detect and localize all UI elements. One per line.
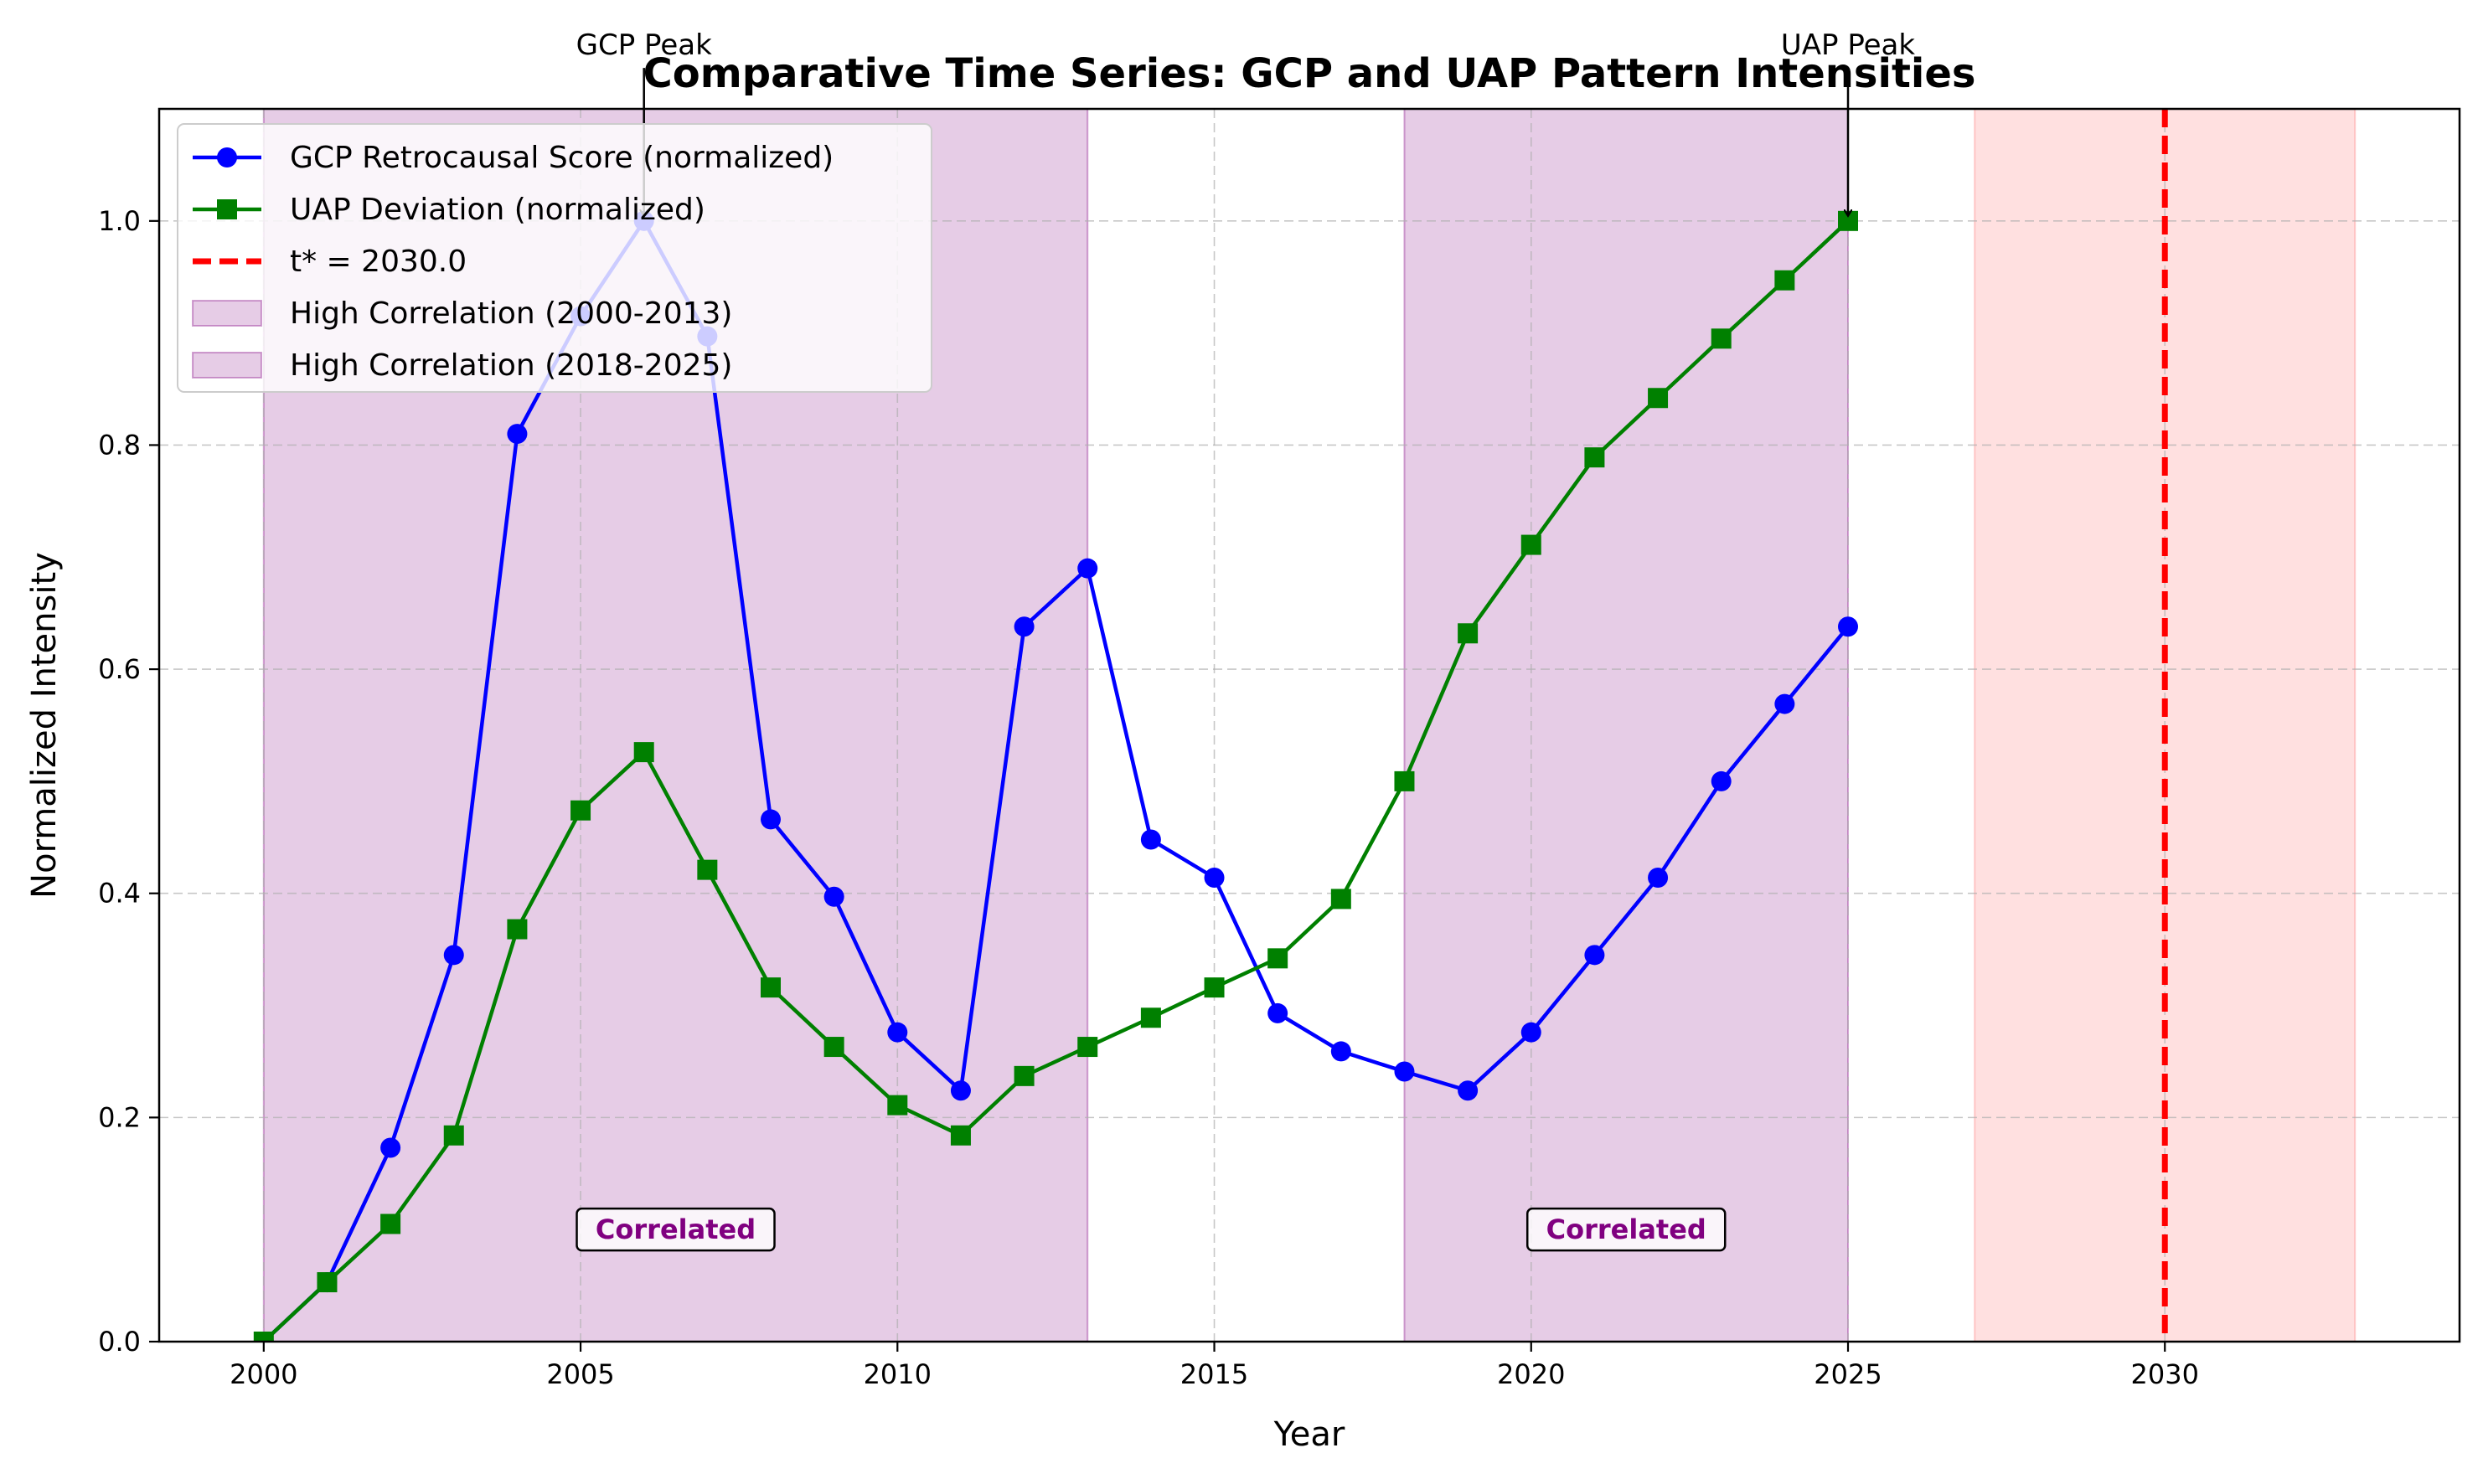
data-point: [1584, 447, 1605, 468]
data-point: [1204, 977, 1225, 998]
legend-swatch-marker: [217, 199, 237, 219]
legend-entry-label: High Correlation (2018-2025): [290, 348, 732, 383]
data-point: [1014, 616, 1035, 637]
data-point: [1077, 1037, 1098, 1058]
data-point: [1267, 948, 1288, 969]
x-tick-label: 2010: [864, 1358, 932, 1390]
series-2: [253, 210, 1859, 1342]
data-point: [1140, 1007, 1161, 1028]
data-point: [1394, 770, 1415, 791]
legend-entry-label: GCP Retrocausal Score (normalized): [290, 141, 834, 175]
legend-swatch-region: [192, 352, 262, 379]
y-tick-label: 0.4: [98, 878, 141, 909]
data-point: [887, 1022, 908, 1043]
data-point: [1458, 623, 1479, 644]
data-point: [1014, 1065, 1035, 1086]
legend-entry-label: UAP Deviation (normalized): [290, 193, 705, 227]
data-point: [1077, 558, 1098, 579]
data-point: [1711, 770, 1732, 791]
data-point: [507, 424, 528, 445]
chart-title: Comparative Time Series: GCP and UAP Pat…: [643, 50, 1976, 97]
region-label-box: [1525, 1207, 1727, 1252]
data-point: [507, 919, 528, 940]
data-point: [570, 800, 591, 821]
y-tick-label: 0.0: [98, 1326, 141, 1358]
data-point: [1520, 534, 1541, 555]
region-label-text: Correlated: [596, 1213, 756, 1245]
peak-annotation-text: GCP Peak: [576, 28, 712, 62]
x-tick-label: 2000: [230, 1358, 297, 1390]
data-point: [1711, 328, 1732, 349]
data-point: [1458, 1080, 1479, 1101]
x-axis-label: Year: [1273, 1415, 1345, 1454]
y-axis-label: Normalized Intensity: [25, 552, 64, 899]
data-point: [1140, 829, 1161, 850]
y-tick-label: 0.8: [98, 429, 141, 461]
x-tick-label: 2005: [546, 1358, 614, 1390]
correlation-region-2: [1403, 108, 1850, 1342]
data-point: [443, 945, 464, 966]
x-tick-label: 2025: [1814, 1358, 1882, 1390]
data-point: [1648, 867, 1669, 888]
data-point: [1330, 889, 1351, 909]
legend-swatch-marker: [217, 147, 237, 167]
data-point: [887, 1095, 908, 1116]
data-point: [443, 1125, 464, 1146]
data-point: [760, 809, 781, 830]
region-label-box: [576, 1207, 776, 1252]
data-point: [950, 1125, 971, 1146]
data-point: [823, 1037, 844, 1058]
data-point: [1267, 1002, 1288, 1023]
data-point: [1520, 1022, 1541, 1043]
legend-swatch-region: [192, 300, 262, 327]
data-point: [380, 1213, 401, 1234]
data-point: [317, 1272, 338, 1293]
data-point: [1774, 693, 1795, 714]
data-point: [253, 1332, 274, 1342]
legend-box: [177, 123, 932, 393]
data-point: [823, 886, 844, 907]
data-point: [1774, 270, 1795, 291]
series-line: [262, 219, 1850, 1342]
y-tick-label: 0.6: [98, 653, 141, 685]
legend-entry-label: High Correlation (2000-2013): [290, 296, 732, 331]
data-point: [380, 1137, 401, 1158]
x-tick-label: 2015: [1180, 1358, 1248, 1390]
axes-frame: [157, 107, 2461, 1343]
data-point: [1330, 1041, 1351, 1062]
data-point: [1394, 1061, 1415, 1082]
region-label-text: Correlated: [1546, 1213, 1706, 1245]
data-point: [760, 977, 781, 998]
data-point: [950, 1080, 971, 1101]
data-point: [1204, 867, 1225, 888]
y-tick-label: 0.2: [98, 1101, 141, 1133]
series-line: [262, 219, 1850, 1342]
data-point: [633, 742, 654, 763]
data-point: [1584, 945, 1605, 966]
x-tick-label: 2020: [1497, 1358, 1565, 1390]
y-tick-label: 1.0: [98, 205, 141, 237]
data-point: [697, 859, 718, 880]
legend: GCP Retrocausal Score (normalized) UAP De…: [177, 123, 932, 393]
legend-entry-label: t* = 2030.0: [290, 245, 467, 279]
x-tick-label: 2030: [2131, 1358, 2199, 1390]
data-point: [1838, 616, 1859, 637]
peak-annotation-text: UAP Peak: [1781, 28, 1915, 62]
data-point: [1648, 388, 1669, 409]
